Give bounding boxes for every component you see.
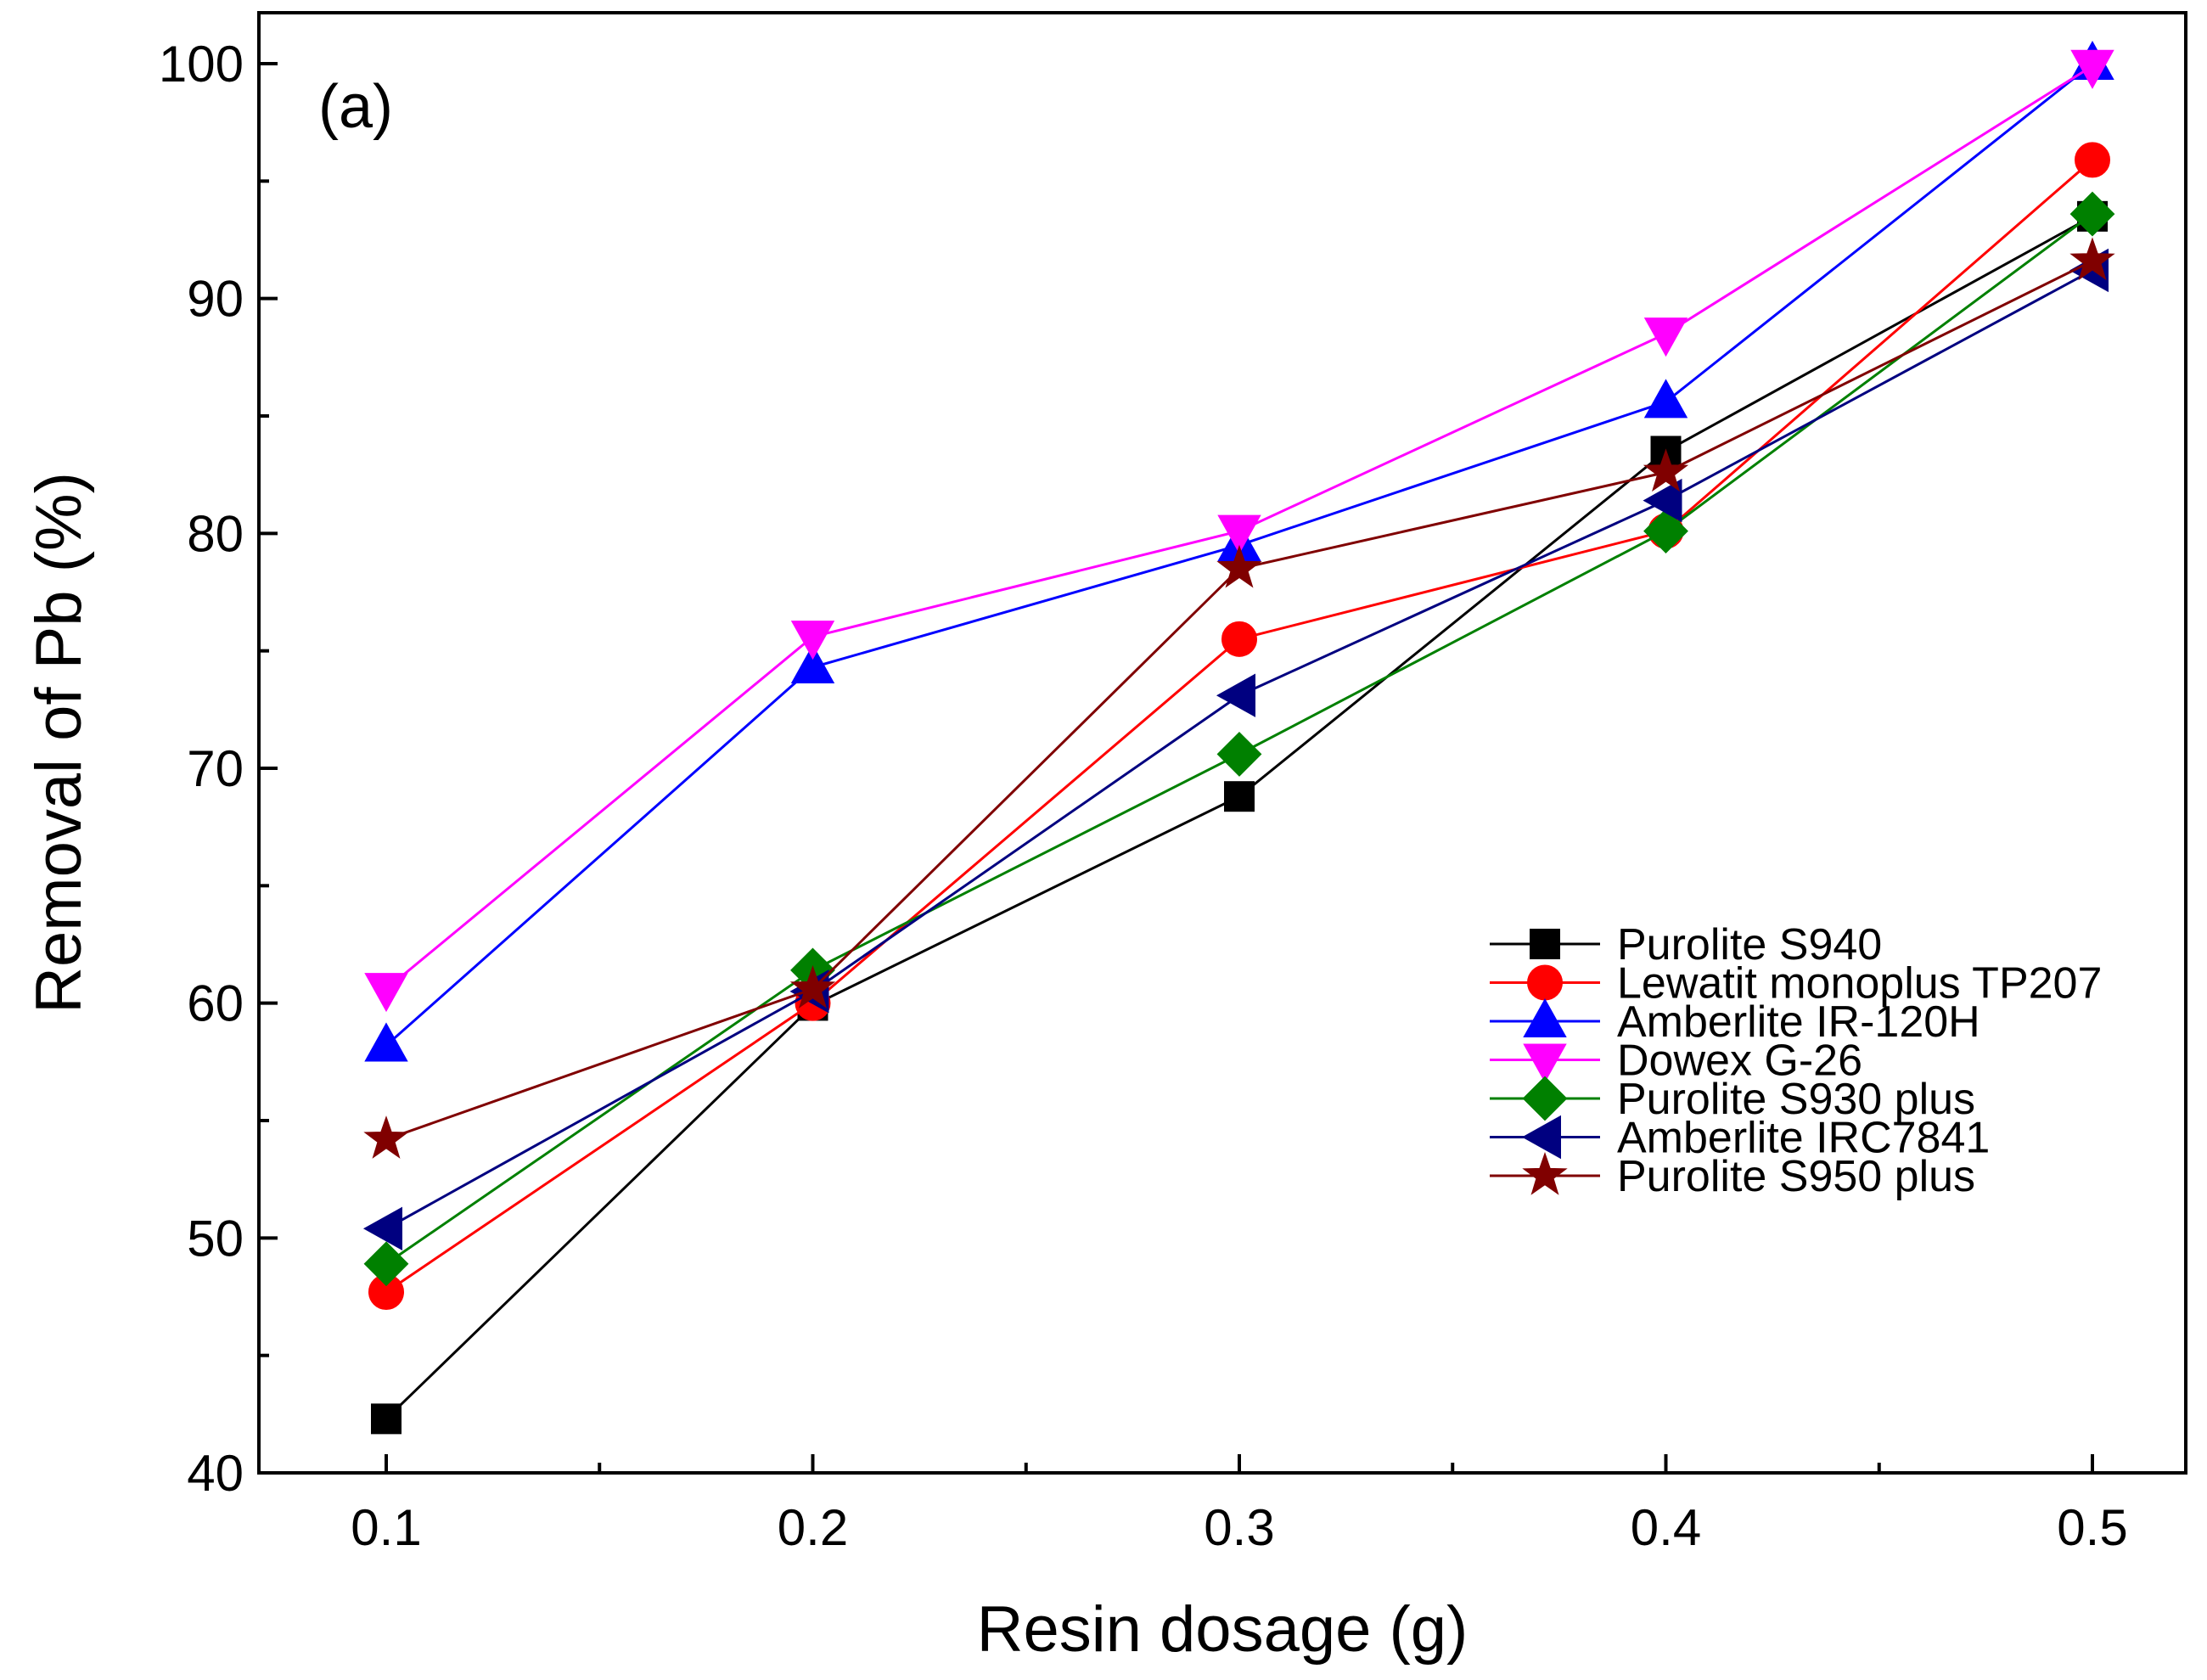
legend-marker — [1530, 929, 1560, 959]
data-point — [1643, 508, 1688, 553]
legend-label: Purolite S930 plus — [1617, 1075, 1975, 1124]
data-point — [789, 965, 836, 1009]
data-point — [364, 1022, 408, 1062]
data-point — [364, 973, 408, 1013]
data-point — [362, 1206, 402, 1250]
data-point — [2069, 237, 2115, 281]
y-axis-ticks: 40 50 60 70 80 90 100 — [159, 36, 278, 1502]
x-tick-label: 0.5 — [2057, 1499, 2127, 1556]
data-point — [1643, 448, 1689, 492]
series-purolite-s950-plus — [363, 237, 2115, 1159]
x-axis-ticks: 0.1 0.2 0.3 0.4 0.5 — [351, 1454, 2128, 1556]
legend-marker — [1522, 1151, 1568, 1195]
data-point — [1216, 544, 1262, 588]
x-tick-label: 0.4 — [1631, 1499, 1701, 1556]
legend-marker — [1523, 997, 1567, 1037]
data-point — [2069, 191, 2115, 237]
legend-item: Dowex G-26 — [1490, 1037, 1862, 1086]
legend-marker — [1527, 964, 1563, 1001]
series-purolite-s940 — [371, 200, 2108, 1435]
x-tick-label: 0.1 — [351, 1499, 421, 1556]
legend-item: Purolite S940 — [1490, 920, 1882, 969]
x-tick-label: 0.2 — [778, 1499, 848, 1556]
y-tick-label: 70 — [187, 740, 244, 797]
legend-label: Amberlite IR-120H — [1617, 997, 1980, 1047]
legend-item: Amberlite IR-120H — [1490, 997, 1980, 1047]
data-point — [1643, 317, 1688, 357]
legend-item: Purolite S930 plus — [1490, 1075, 1975, 1124]
data-point — [371, 1403, 402, 1435]
y-tick-label: 50 — [187, 1210, 244, 1267]
legend-label: Dowex G-26 — [1617, 1037, 1862, 1086]
legend-label: Purolite S950 plus — [1617, 1152, 1975, 1201]
data-point — [1221, 621, 1257, 657]
data-point — [790, 621, 835, 660]
data-point — [363, 1241, 409, 1287]
y-tick-label: 80 — [187, 505, 244, 562]
x-tick-label: 0.3 — [1204, 1499, 1274, 1556]
legend-label: Purolite S940 — [1617, 920, 1882, 969]
data-point — [790, 643, 835, 684]
legend-marker — [1523, 1043, 1567, 1083]
legend-marker — [1522, 1076, 1568, 1121]
y-tick-label: 100 — [159, 36, 244, 93]
y-tick-label: 90 — [187, 271, 244, 328]
data-point — [1216, 673, 1255, 717]
series-layer — [362, 40, 2115, 1435]
data-point — [1643, 478, 1682, 523]
y-tick-label: 40 — [187, 1445, 244, 1502]
y-axis-title: Removal of Pb (%) — [23, 472, 95, 1014]
data-point — [1643, 379, 1688, 419]
data-point — [1216, 731, 1262, 777]
data-point — [1224, 781, 1255, 812]
plot-frame — [257, 11, 2187, 1475]
data-point — [2070, 49, 2114, 89]
legend-item: Amberlite IRC7841 — [1490, 1114, 1990, 1163]
legend-label: Amberlite IRC7841 — [1617, 1114, 1990, 1163]
data-point — [1217, 514, 1261, 554]
y-tick-label: 60 — [187, 975, 244, 1032]
series-dowex-g-26 — [364, 49, 2114, 1013]
x-axis-title: Resin dosage (g) — [977, 1593, 1469, 1666]
legend-label: Lewatit monoplus TP207 — [1617, 959, 2102, 1009]
legend-marker — [1521, 1115, 1561, 1160]
legend-item: Purolite S950 plus — [1490, 1151, 1975, 1201]
panel-label: (a) — [318, 73, 393, 141]
legend-item: Lewatit monoplus TP207 — [1490, 959, 2102, 1009]
data-point — [363, 1115, 409, 1159]
data-point — [2075, 142, 2110, 178]
